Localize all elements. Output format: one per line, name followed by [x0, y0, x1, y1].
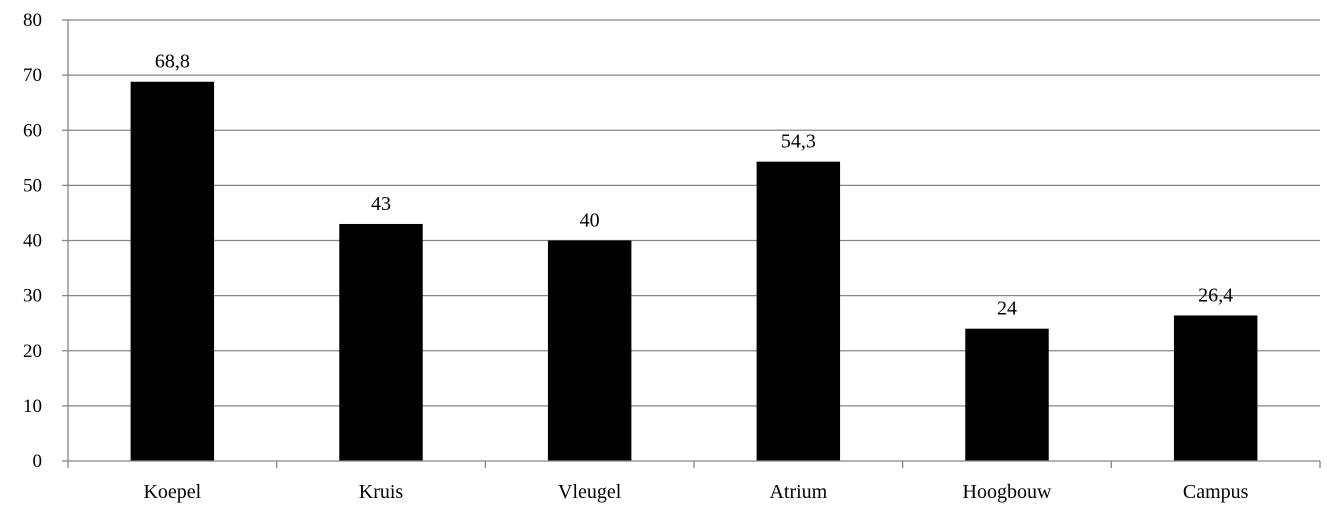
y-tick-label: 0 — [33, 451, 43, 472]
data-label: 40 — [580, 210, 600, 232]
bars — [130, 81, 1258, 462]
data-label: 68,8 — [155, 51, 190, 73]
gridlines — [68, 19, 1320, 407]
category-label: Hoogbouw — [963, 481, 1052, 503]
category-label: Atrium — [769, 481, 827, 503]
bar — [756, 161, 841, 461]
y-axis-tick-labels: 0 10 20 30 40 50 60 70 80 — [23, 10, 42, 472]
bar — [130, 81, 215, 462]
y-tick-label: 20 — [23, 341, 42, 362]
bar — [1173, 315, 1258, 461]
category-labels: Koepel Kruis Vleugel Atrium Hoogbouw Campus — [143, 481, 1248, 503]
category-label: Kruis — [359, 481, 404, 503]
bar — [339, 223, 423, 461]
data-labels: 68,8 43 40 54,3 24 26,4 — [155, 51, 1233, 320]
y-tick-label: 40 — [23, 231, 42, 252]
y-tick-label: 60 — [23, 120, 42, 141]
category-label: Vleugel — [558, 481, 622, 503]
category-label: Campus — [1183, 481, 1249, 503]
y-tick-label: 10 — [23, 396, 42, 417]
data-label: 54,3 — [781, 131, 816, 153]
y-tick-label: 80 — [23, 10, 42, 31]
bar — [965, 328, 1049, 461]
data-label: 26,4 — [1198, 284, 1233, 306]
category-label: Koepel — [143, 481, 201, 503]
axes — [62, 19, 1321, 468]
y-tick-label: 30 — [23, 286, 42, 307]
data-label: 24 — [997, 298, 1017, 320]
data-label: 43 — [371, 193, 391, 215]
y-tick-label: 70 — [23, 65, 42, 86]
y-tick-label: 50 — [23, 175, 42, 196]
bar — [547, 240, 632, 461]
